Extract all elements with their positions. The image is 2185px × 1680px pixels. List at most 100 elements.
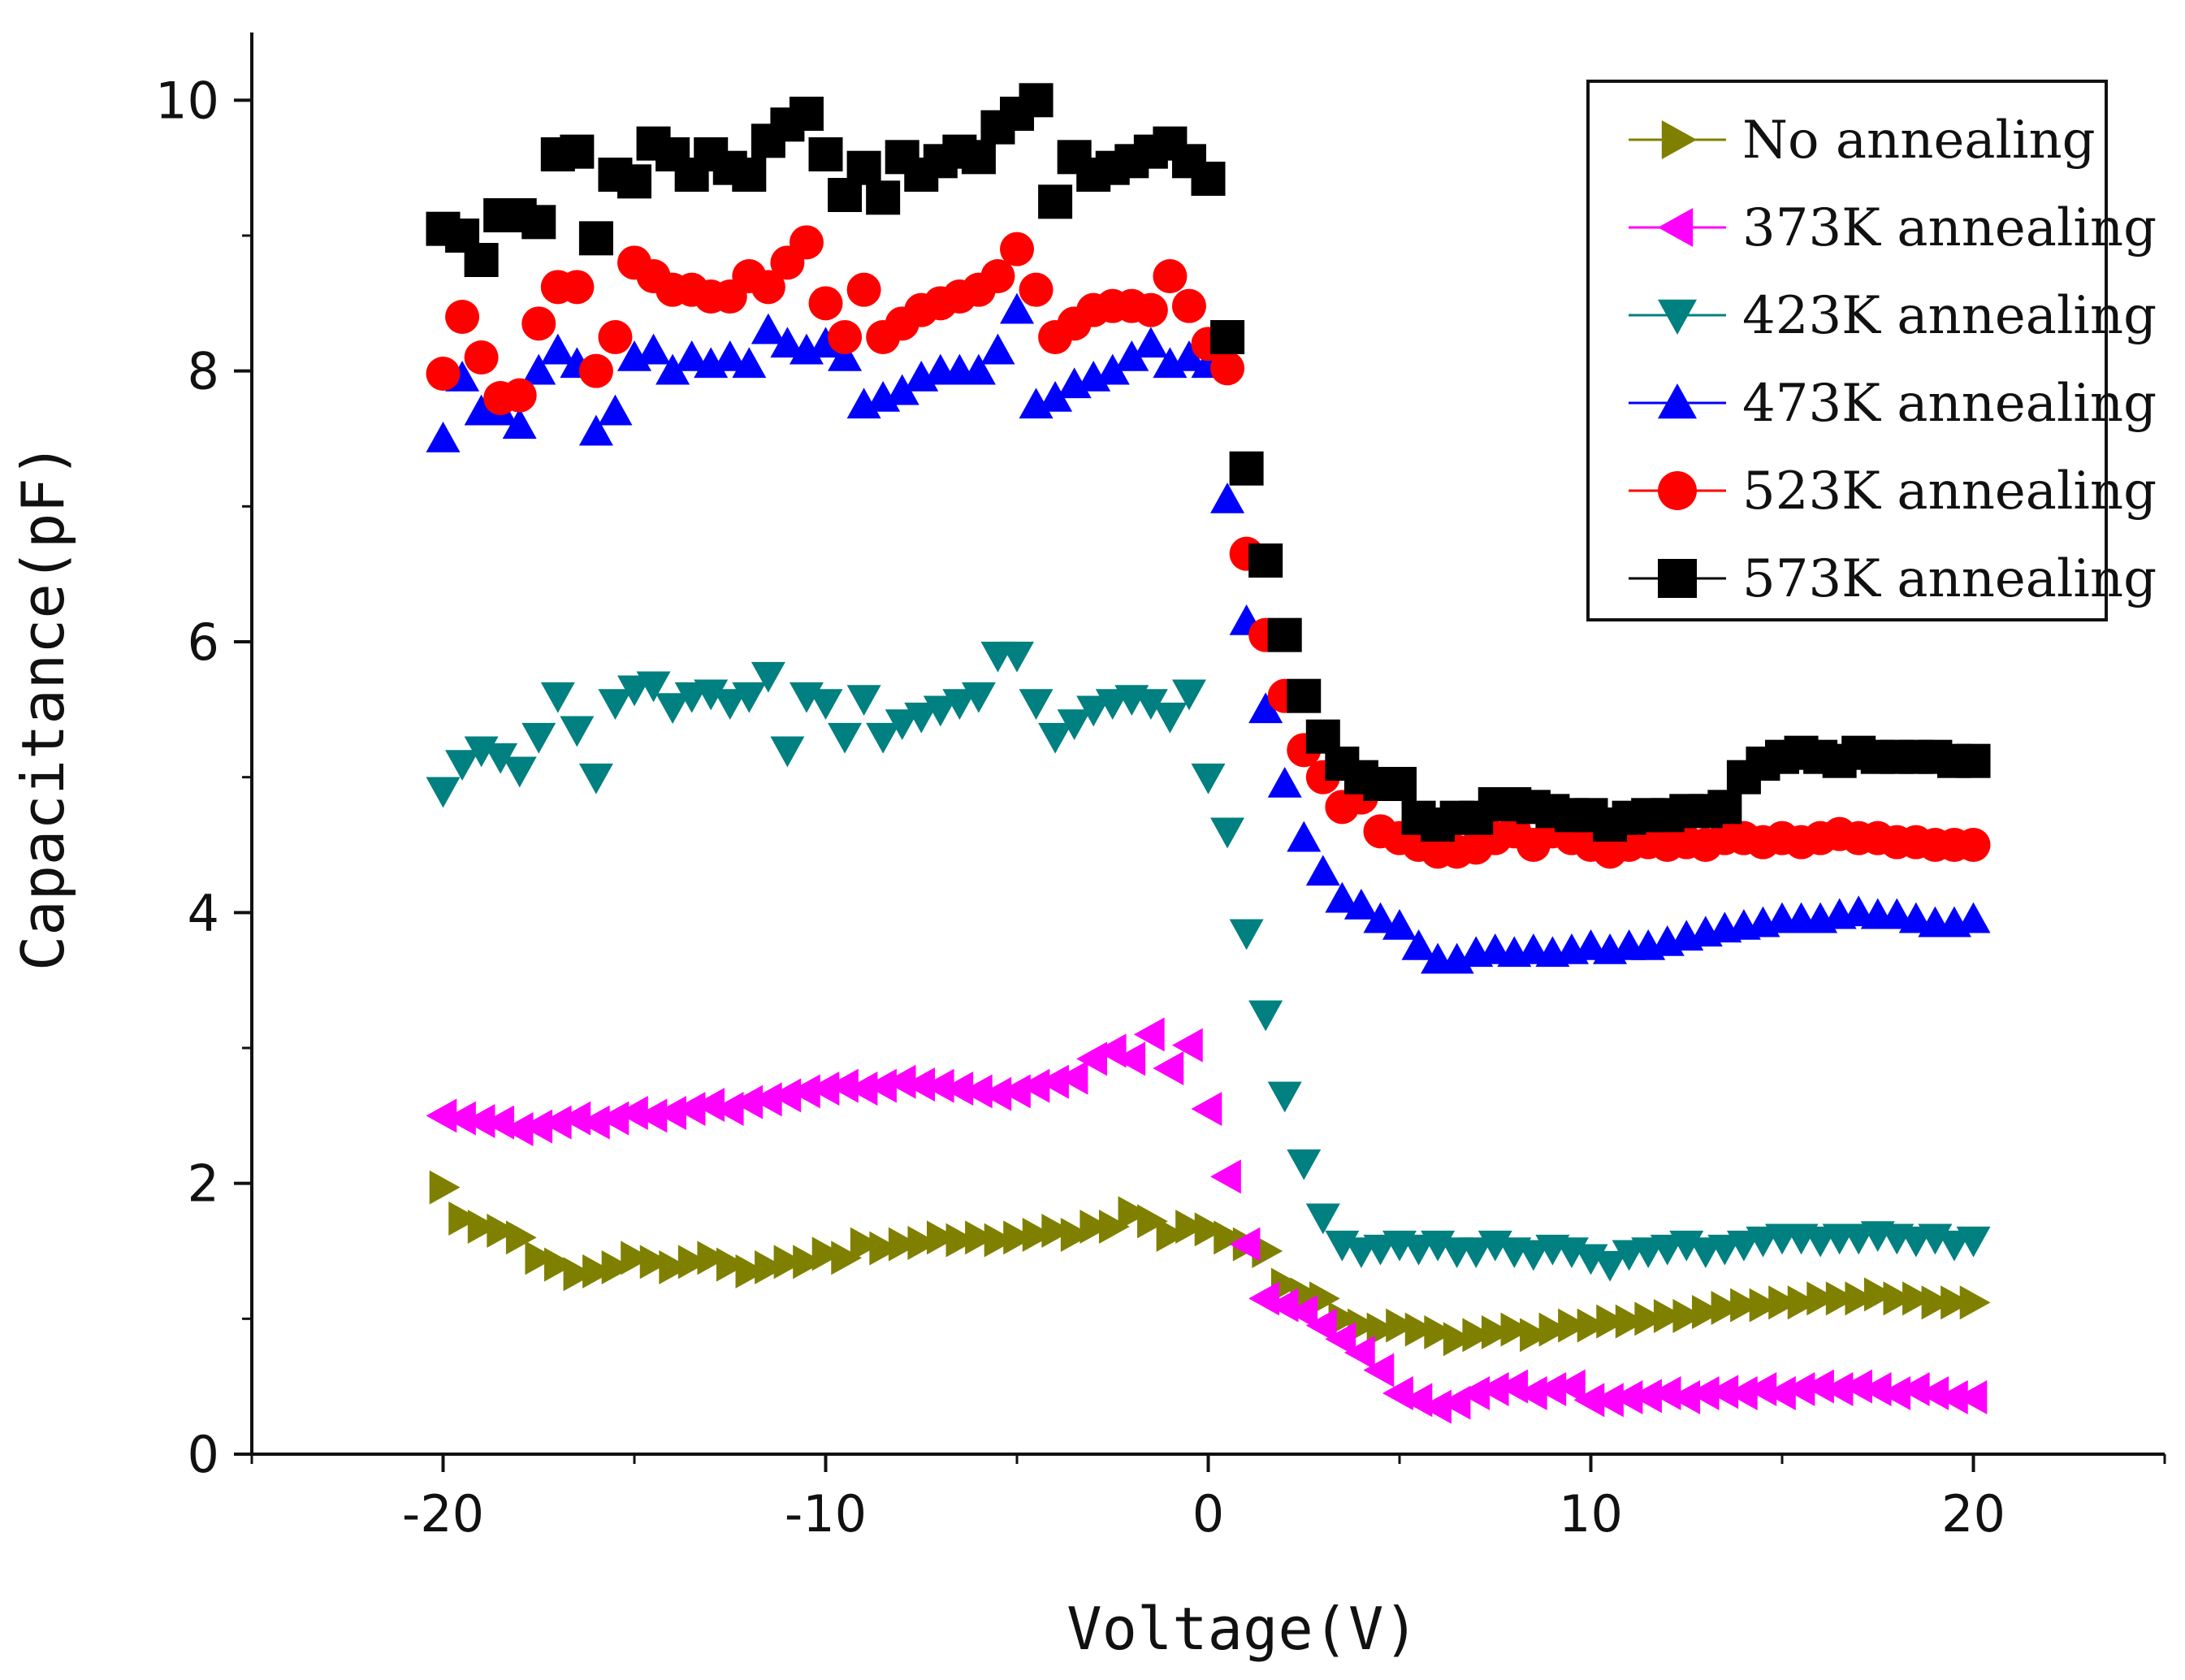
data-point — [1019, 83, 1054, 118]
data-point — [1863, 1277, 1895, 1312]
data-point — [1459, 1376, 1490, 1410]
data-point — [464, 340, 499, 375]
data-point — [1688, 1376, 1720, 1410]
data-point — [1343, 889, 1378, 920]
data-point — [984, 1223, 1015, 1258]
data-point — [1634, 1301, 1666, 1336]
data-point — [770, 1078, 802, 1113]
data-point — [540, 682, 575, 713]
data-point — [467, 1210, 499, 1244]
data-point — [656, 693, 690, 724]
data-point — [1210, 351, 1245, 386]
y-tick-label: 4 — [188, 883, 219, 942]
data-point — [656, 1096, 686, 1130]
data-point — [1363, 1234, 1398, 1266]
data-point — [732, 347, 767, 379]
legend-item: 373K annealing — [1629, 198, 2157, 258]
data-point — [636, 671, 671, 703]
x-tick-label: -20 — [402, 1484, 484, 1544]
data-point — [1692, 1295, 1723, 1329]
data-point — [1481, 1315, 1512, 1349]
data-point — [1612, 1380, 1643, 1414]
data-point — [1883, 1281, 1915, 1316]
data-point — [1171, 340, 1206, 371]
data-point — [464, 1104, 495, 1138]
data-point — [426, 1098, 457, 1133]
data-point — [1229, 919, 1264, 950]
data-point — [866, 180, 901, 215]
data-point — [560, 1101, 591, 1136]
data-point — [1921, 1285, 1953, 1320]
data-point — [563, 1257, 595, 1292]
data-point — [1880, 898, 1915, 929]
data-point — [712, 689, 747, 720]
data-point — [1516, 1240, 1551, 1271]
data-point — [732, 158, 767, 192]
data-point — [716, 1247, 747, 1282]
data-point — [808, 286, 843, 321]
data-point — [677, 1245, 709, 1279]
data-point — [1573, 1383, 1605, 1418]
data-point — [1593, 1383, 1624, 1418]
data-point — [1248, 543, 1283, 578]
data-point — [751, 270, 785, 305]
data-point — [1956, 902, 1991, 933]
data-point — [846, 685, 881, 716]
data-point — [674, 340, 709, 371]
data-point — [980, 333, 1015, 365]
data-point — [789, 1074, 820, 1109]
data-point — [578, 1105, 610, 1140]
data-point — [1057, 709, 1092, 740]
data-point — [1229, 451, 1264, 486]
data-point — [1325, 1322, 1356, 1357]
data-point — [828, 722, 863, 754]
data-point — [445, 1101, 476, 1136]
series-4 — [426, 225, 1991, 869]
data-point — [521, 353, 556, 385]
legend-label: 573K annealing — [1742, 549, 2157, 609]
data-point — [1382, 909, 1417, 940]
data-point — [1880, 1376, 1911, 1410]
data-point — [1137, 1204, 1168, 1239]
data-point — [1516, 1376, 1547, 1410]
legend: No annealing 373K annealing 423K annealing… — [1586, 80, 2157, 621]
data-point — [560, 270, 595, 305]
data-point — [636, 1098, 668, 1133]
data-point — [735, 1254, 767, 1288]
data-point — [1248, 1000, 1283, 1032]
data-point — [712, 340, 747, 371]
data-point — [1535, 1372, 1567, 1406]
data-point — [1191, 763, 1226, 795]
data-point — [1171, 288, 1206, 323]
data-point — [429, 1170, 461, 1205]
data-point — [942, 689, 977, 720]
data-point — [598, 689, 633, 720]
data-point — [1153, 702, 1188, 734]
y-tick-label: 0 — [188, 1425, 219, 1484]
data-point — [1229, 1227, 1261, 1262]
data-point — [1669, 1380, 1701, 1414]
legend-item: 573K annealing — [1629, 549, 2157, 609]
data-point — [578, 414, 613, 446]
data-point — [1956, 1226, 1991, 1258]
data-point — [1210, 483, 1245, 513]
data-point — [617, 1096, 648, 1130]
data-point — [1749, 1288, 1780, 1323]
data-point — [1194, 1212, 1226, 1247]
data-point — [1095, 689, 1130, 720]
data-point — [639, 1245, 671, 1279]
data-point — [1860, 1372, 1892, 1406]
series-2 — [426, 641, 1991, 1282]
data-point — [1325, 881, 1360, 913]
data-point — [1803, 1369, 1834, 1404]
data-point — [1404, 1312, 1436, 1347]
data-point — [1898, 1372, 1930, 1406]
data-point — [1707, 790, 1742, 825]
data-point — [1421, 1389, 1452, 1424]
data-point — [1000, 1074, 1031, 1109]
data-point — [1118, 1196, 1149, 1231]
data-point — [1214, 1220, 1245, 1255]
data-point — [1175, 1210, 1206, 1244]
data-point — [582, 1254, 613, 1288]
